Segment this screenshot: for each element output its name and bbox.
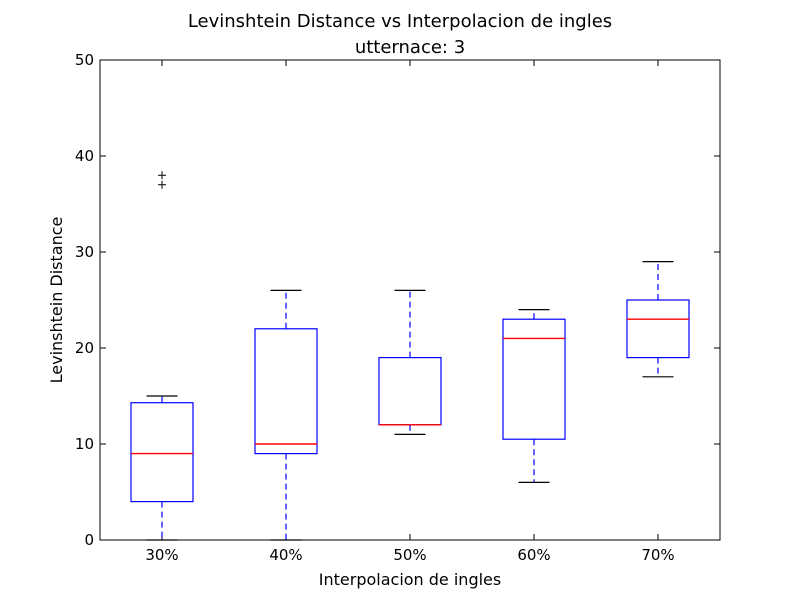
box <box>626 299 690 359</box>
box <box>130 402 194 503</box>
box <box>378 357 442 426</box>
x-tick-label: 70% <box>641 546 674 564</box>
outlier-point <box>158 171 166 180</box>
y-tick-label: 20 <box>75 339 94 357</box>
y-tick-label: 10 <box>75 435 94 453</box>
y-axis-label: Levinshtein Distance <box>47 217 66 384</box>
y-tick-label: 50 <box>75 51 94 69</box>
x-tick-label: 60% <box>517 546 550 564</box>
chart-title: Levinshtein Distance vs Interpolacion de… <box>188 11 612 32</box>
x-tick-label: 50% <box>393 546 426 564</box>
chart-subtitle: utternace: 3 <box>355 37 465 58</box>
x-axis-label: Interpolacion de ingles <box>319 570 501 589</box>
box <box>254 328 318 455</box>
y-tick-label: 0 <box>84 531 94 549</box>
y-tick-label: 30 <box>75 243 94 261</box>
plot-area: 0 10 20 30 40 50 30% 40% 50% 60% 70% <box>75 51 721 564</box>
x-tick-label: 30% <box>145 546 178 564</box>
y-tick-label: 40 <box>75 147 94 165</box>
outlier-point <box>158 180 166 189</box>
x-tick-label: 40% <box>269 546 302 564</box>
box <box>502 318 566 440</box>
